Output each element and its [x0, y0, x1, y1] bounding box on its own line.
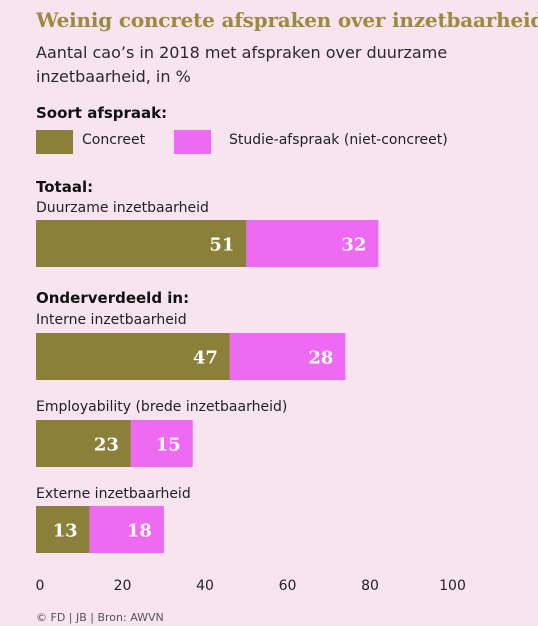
category-label-interne: Interne inzetbaarheid	[36, 312, 187, 328]
value-label-interne-concreet: 47	[193, 348, 218, 369]
bar-interne-concreet	[36, 333, 230, 380]
bar-employability-concreet	[36, 420, 131, 467]
bar-duurzame-studie	[246, 220, 379, 267]
value-label-duurzame-studie: 32	[341, 235, 366, 256]
x-tick-20: 20	[113, 578, 132, 594]
bar-externe-studie	[89, 506, 164, 553]
category-label-employability: Employability (brede inzetbaarheid)	[36, 399, 288, 415]
value-label-employability-studie: 15	[156, 435, 181, 456]
value-label-externe-studie: 18	[127, 521, 152, 542]
value-label-externe-concreet: 13	[53, 521, 78, 542]
legend-heading: Soort afspraak:	[36, 104, 168, 122]
x-tick-40: 40	[196, 578, 214, 594]
source-credit: © FD | JB | Bron: AWVN	[36, 611, 164, 624]
category-label-duurzame: Duurzame inzetbaarheid	[36, 200, 209, 216]
legend-swatch-studie	[174, 130, 211, 154]
bar-interne-studie	[229, 333, 346, 380]
bar-externe-concreet	[36, 506, 90, 553]
value-label-employability-concreet: 23	[94, 435, 119, 456]
total-heading: Totaal:	[36, 178, 94, 196]
x-tick-80: 80	[361, 578, 379, 594]
chart-title: Weinig concrete afspraken over inzetbaar…	[36, 8, 538, 32]
bar-duurzame-concreet	[36, 220, 247, 267]
x-tick-60: 60	[278, 578, 297, 594]
x-tick-0: 0	[35, 578, 45, 594]
legend-label-studie: Studie-afspraak (niet-concreet)	[229, 132, 448, 148]
breakdown-heading: Onderverdeeld in:	[36, 289, 190, 307]
value-label-duurzame-concreet: 51	[209, 235, 234, 256]
x-tick-100: 100	[439, 578, 466, 594]
bar-employability-studie	[130, 420, 193, 467]
category-label-externe: Externe inzetbaarheid	[36, 486, 191, 502]
legend-swatch-concreet	[36, 130, 73, 154]
legend-label-concreet: Concreet	[82, 132, 146, 148]
chart-subtitle: Aantal cao’s in 2018 met afspraken over …	[36, 43, 448, 86]
value-label-interne-studie: 28	[308, 348, 333, 369]
